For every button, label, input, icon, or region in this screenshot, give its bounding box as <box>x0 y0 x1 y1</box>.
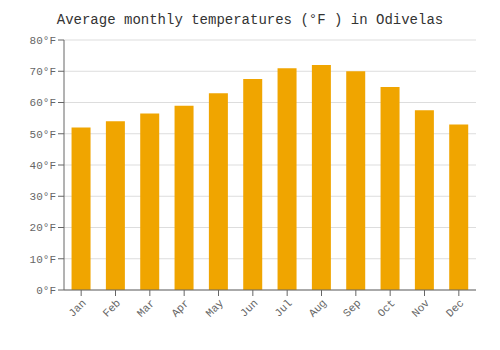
svg-text:10°F: 10°F <box>30 254 56 266</box>
svg-text:Nov: Nov <box>410 297 433 320</box>
svg-text:Sep: Sep <box>341 297 363 319</box>
svg-text:Jan: Jan <box>66 297 88 319</box>
svg-text:Feb: Feb <box>101 297 123 319</box>
svg-text:20°F: 20°F <box>30 222 56 234</box>
svg-text:Jul: Jul <box>272 297 294 319</box>
svg-text:80°F: 80°F <box>30 35 56 47</box>
svg-text:60°F: 60°F <box>30 97 56 109</box>
svg-text:0°F: 0°F <box>36 285 56 297</box>
svg-text:Apr: Apr <box>169 297 191 319</box>
svg-text:Oct: Oct <box>375 297 397 319</box>
html-text:Average monthly temperatures (: Average monthly temperatures (°F ) in Od… <box>56 12 444 28</box>
svg-text:40°F: 40°F <box>30 160 56 172</box>
svg-text:30°F: 30°F <box>30 191 56 203</box>
svg-text:70°F: 70°F <box>30 66 56 78</box>
svg-text:50°F: 50°F <box>30 129 56 141</box>
svg-text:Jun: Jun <box>238 297 260 319</box>
svg-text:Dec: Dec <box>444 297 466 319</box>
svg-text:Aug: Aug <box>307 297 329 319</box>
svg-text:Mar: Mar <box>135 297 157 319</box>
svg-text:May: May <box>204 297 227 320</box>
